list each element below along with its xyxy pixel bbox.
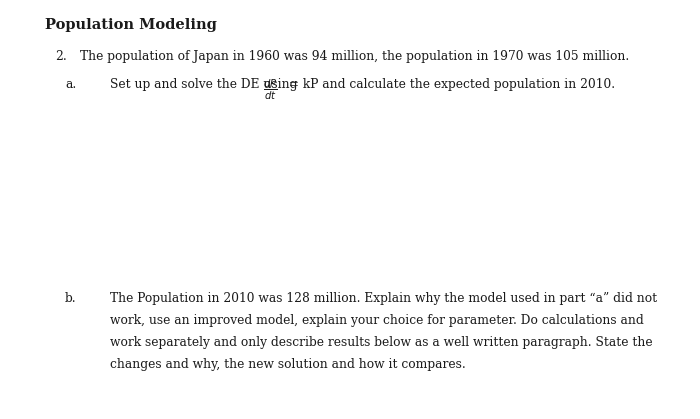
Text: $\frac{dP}{dt}$: $\frac{dP}{dt}$: [263, 78, 277, 103]
Text: = kP and calculate the expected population in 2010.: = kP and calculate the expected populati…: [285, 78, 615, 91]
Text: Set up and solve the DE using: Set up and solve the DE using: [110, 78, 302, 91]
Text: work separately and only describe results below as a well written paragraph. Sta: work separately and only describe result…: [110, 336, 652, 349]
Text: Population Modeling: Population Modeling: [45, 18, 217, 32]
Text: b.: b.: [65, 292, 76, 305]
Text: changes and why, the new solution and how it compares.: changes and why, the new solution and ho…: [110, 358, 466, 371]
Text: 2.: 2.: [55, 50, 66, 63]
Text: The Population in 2010 was 128 million. Explain why the model used in part “a” d: The Population in 2010 was 128 million. …: [110, 292, 657, 305]
Text: a.: a.: [65, 78, 76, 91]
Text: work, use an improved model, explain your choice for parameter. Do calculations : work, use an improved model, explain you…: [110, 314, 644, 327]
Text: The population of Japan in 1960 was 94 million, the population in 1970 was 105 m: The population of Japan in 1960 was 94 m…: [80, 50, 629, 63]
